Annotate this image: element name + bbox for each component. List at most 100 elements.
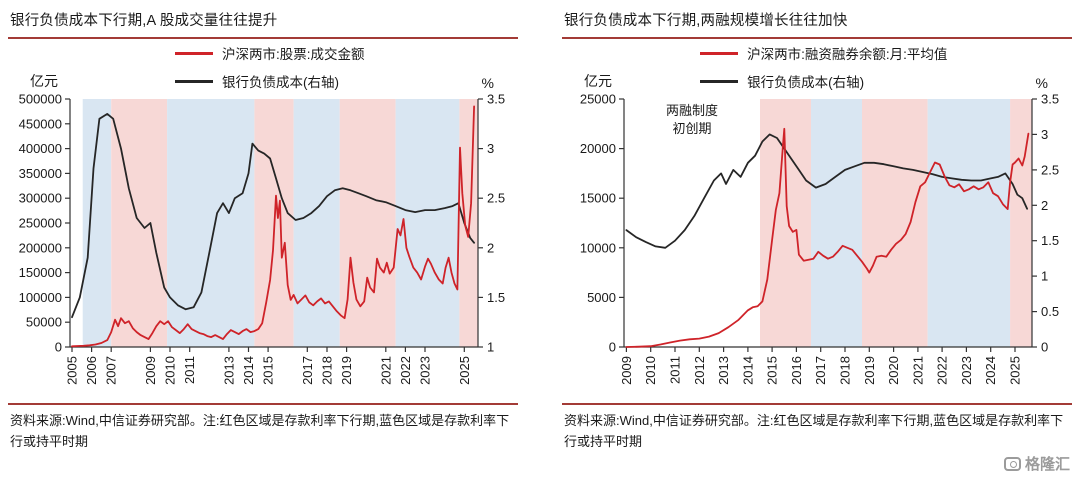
x-tick-label: 2013 — [221, 356, 236, 385]
highlight-band-blue — [293, 99, 340, 347]
x-tick-label: 2022 — [935, 356, 950, 385]
left-tick-label: 250000 — [19, 216, 62, 231]
left-tick-label: 10000 — [580, 240, 616, 255]
right-tick-label: 2.5 — [487, 191, 505, 206]
highlight-band-blue — [927, 99, 1011, 347]
right-tick-label: 3.5 — [487, 92, 505, 107]
camera-icon — [1003, 456, 1021, 471]
x-tick-label: 2017 — [300, 356, 315, 385]
x-tick-label: 2019 — [339, 356, 354, 385]
x-tick-label: 2021 — [378, 356, 393, 385]
legend-line-swatch — [175, 79, 214, 83]
chart-card-left: 银行负债成本下行期,A 股成交量往往提升 亿元 沪深两市:股票:成交金额 银行负… — [8, 6, 518, 453]
series-line — [625, 133, 1029, 249]
right-tick-label: 0.5 — [1041, 304, 1059, 319]
right-tick-label: 3.5 — [1041, 92, 1059, 107]
x-tick-label: 2023 — [959, 356, 974, 385]
source-note: 资料来源:Wind,中信证券研究部。注:红色区域是存款利率下行期,蓝色区域是存款… — [10, 413, 510, 449]
left-tick-label: 50000 — [26, 315, 62, 330]
left-tick-label: 450000 — [19, 116, 62, 131]
right-tick-label: 1 — [1041, 269, 1048, 284]
x-tick-label: 2011 — [668, 356, 683, 384]
right-tick-label: 3 — [1041, 127, 1048, 142]
legend-label: 银行负债成本(右轴) — [747, 75, 865, 90]
left-tick-label: 100000 — [19, 290, 62, 305]
legend-label: 银行负债成本(右轴) — [222, 75, 340, 90]
legend-bar: 亿元 沪深两市:融资融券余额:月:平均值 银行负债成本(右轴) % — [562, 39, 1072, 91]
right-tick-label: 2 — [487, 240, 494, 255]
legend-label: 沪深两市:融资融券余额:月:平均值 — [747, 47, 948, 62]
left-tick-label: 400000 — [19, 141, 62, 156]
right-tick-label: 1 — [487, 340, 494, 355]
legend-item: 银行负债成本(右轴) — [700, 71, 947, 91]
title-rule — [562, 37, 1072, 39]
source-note: 资料来源:Wind,中信证券研究部。注:红色区域是存款利率下行期,蓝色区域是存款… — [564, 413, 1064, 449]
x-tick-label: 2018 — [320, 356, 335, 385]
legend-line-swatch — [175, 51, 214, 55]
gelonghui-logo: 格隆汇 — [1003, 453, 1070, 474]
x-tick-label: 2007 — [104, 356, 119, 385]
charts-row: 银行负债成本下行期,A 股成交量往往提升 亿元 沪深两市:股票:成交金额 银行负… — [8, 6, 1072, 453]
legend-line-swatch — [700, 79, 739, 83]
legend-line-swatch — [700, 51, 739, 55]
right-axis-unit: % — [1035, 75, 1048, 91]
right-tick-label: 3 — [487, 141, 494, 156]
chart-svg-right: 0 5000 10000 15000 20000 25000 0 0.5 1 1.5 2 2.5 3 3.… — [580, 92, 1059, 385]
x-tick-label: 2016 — [789, 356, 804, 385]
x-tick-label: 2015 — [261, 356, 276, 385]
x-tick-label: 2012 — [692, 356, 707, 385]
right-tick-label: 2.5 — [1041, 162, 1059, 177]
left-tick-label: 150000 — [19, 265, 62, 280]
left-axis-unit: 亿元 — [30, 73, 58, 89]
series-line — [71, 105, 476, 348]
left-tick-label: 200000 — [19, 240, 62, 255]
x-tick-label: 2009 — [143, 356, 158, 385]
left-axis-unit: 亿元 — [584, 73, 612, 89]
right-tick-label: 1.5 — [487, 290, 505, 305]
chart-card-right: 银行负债成本下行期,两融规模增长往往加快 亿元 沪深两市:融资融券余额:月:平均… — [562, 6, 1072, 453]
note-rule — [8, 403, 518, 405]
highlight-band-pink — [339, 99, 396, 347]
highlight-band-pink — [111, 99, 168, 347]
right-tick-label: 2 — [1041, 198, 1048, 213]
x-tick-label: 2010 — [163, 356, 178, 385]
right-axis-unit: % — [481, 75, 494, 91]
left-tick-label: 20000 — [580, 141, 616, 156]
annotation-text: 初创期 — [672, 121, 711, 136]
gelonghui-logo-text: 格隆汇 — [1024, 456, 1070, 473]
legend-bar: 亿元 沪深两市:股票:成交金额 银行负债成本(右轴) % — [8, 39, 518, 91]
legend-item: 银行负债成本(右轴) — [175, 71, 365, 91]
right-tick-label: 0 — [1041, 340, 1048, 355]
x-tick-label: 2011 — [182, 356, 197, 384]
legend: 沪深两市:股票:成交金额 银行负债成本(右轴) — [175, 43, 365, 91]
left-tick-label: 300000 — [19, 191, 62, 206]
legend-item: 沪深两市:股票:成交金额 — [175, 43, 365, 63]
series-line — [71, 112, 476, 319]
left-tick-label: 25000 — [580, 92, 616, 107]
chart-title: 银行负债成本下行期,两融规模增长往往加快 — [564, 13, 848, 29]
annotation-text: 两融制度 — [666, 103, 718, 118]
x-tick-label: 2025 — [1008, 356, 1023, 385]
x-tick-label: 2019 — [862, 356, 877, 385]
left-tick-label: 350000 — [19, 166, 62, 181]
left-tick-label: 500000 — [19, 92, 62, 107]
x-tick-label: 2022 — [398, 356, 413, 385]
x-tick-label: 2015 — [765, 356, 780, 385]
highlight-band-pink — [862, 99, 928, 347]
left-tick-label: 0 — [609, 340, 616, 355]
legend: 沪深两市:融资融券余额:月:平均值 银行负债成本(右轴) — [700, 43, 947, 91]
highlight-band-blue — [395, 99, 460, 347]
x-tick-label: 2014 — [740, 356, 755, 385]
x-tick-label: 2017 — [813, 356, 828, 385]
chart-title: 银行负债成本下行期,A 股成交量往往提升 — [10, 13, 278, 29]
legend-item: 沪深两市:融资融券余额:月:平均值 — [700, 43, 947, 63]
axes — [623, 99, 1033, 348]
x-tick-label: 2023 — [418, 356, 433, 385]
x-tick-label: 2025 — [457, 356, 472, 385]
highlight-band-blue — [811, 99, 862, 347]
legend-label: 沪深两市:股票:成交金额 — [222, 47, 365, 62]
x-tick-label: 2018 — [838, 356, 853, 385]
left-tick-label: 5000 — [587, 290, 616, 305]
series-line — [625, 127, 1030, 348]
left-tick-label: 15000 — [580, 191, 616, 206]
